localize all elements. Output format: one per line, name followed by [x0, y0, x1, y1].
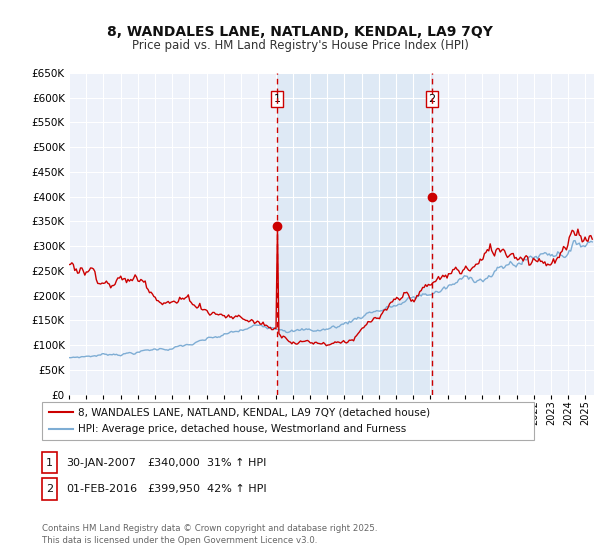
Text: 1: 1 — [46, 458, 53, 468]
Text: 2: 2 — [46, 484, 53, 494]
Text: Price paid vs. HM Land Registry's House Price Index (HPI): Price paid vs. HM Land Registry's House … — [131, 39, 469, 52]
Text: Contains HM Land Registry data © Crown copyright and database right 2025.
This d: Contains HM Land Registry data © Crown c… — [42, 524, 377, 545]
Text: 31% ↑ HPI: 31% ↑ HPI — [207, 458, 266, 468]
Text: 1: 1 — [274, 94, 280, 104]
Text: £340,000: £340,000 — [147, 458, 200, 468]
Text: 8, WANDALES LANE, NATLAND, KENDAL, LA9 7QY (detached house): 8, WANDALES LANE, NATLAND, KENDAL, LA9 7… — [78, 407, 430, 417]
Text: 30-JAN-2007: 30-JAN-2007 — [66, 458, 136, 468]
Bar — [277, 73, 432, 395]
Text: 8, WANDALES LANE, NATLAND, KENDAL, LA9 7QY: 8, WANDALES LANE, NATLAND, KENDAL, LA9 7… — [107, 25, 493, 39]
Text: 01-FEB-2016: 01-FEB-2016 — [66, 484, 137, 494]
Text: HPI: Average price, detached house, Westmorland and Furness: HPI: Average price, detached house, West… — [78, 424, 406, 434]
Text: £399,950: £399,950 — [147, 484, 200, 494]
Text: 2: 2 — [428, 94, 436, 104]
Text: 42% ↑ HPI: 42% ↑ HPI — [207, 484, 266, 494]
